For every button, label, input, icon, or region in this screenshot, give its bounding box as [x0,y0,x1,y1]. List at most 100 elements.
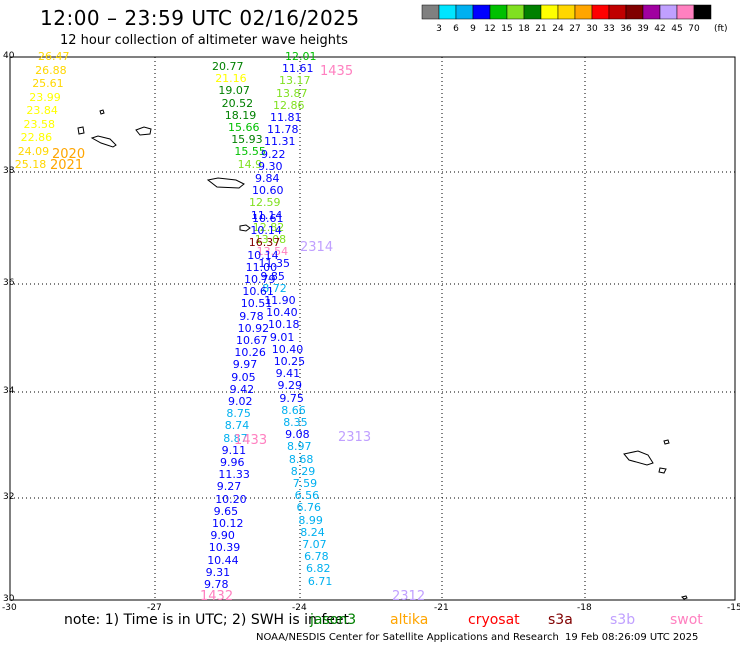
colorbar-tick-label: 15 [501,24,512,34]
wave-height-value: 25.18 [14,158,47,171]
wave-height-value: 8.99 [298,513,323,527]
colorbar-tick-label: 12 [484,24,495,34]
wave-height-value: 13.17 [279,74,311,88]
wave-height-value: 8.75 [226,407,251,421]
colorbar-tick-label: 9 [470,24,476,34]
island-outline [623,450,654,466]
footer-credit: NOAA/NESDIS Center for Satellite Applica… [256,632,559,643]
wave-height-value: 14.9 [237,157,263,171]
wave-height-value: 9.29 [277,379,303,393]
latitude-label: 34 [3,386,15,396]
note-text: note: 1) Time is in UTC; 2) SWH is in fe… [64,612,350,628]
wave-height-value: 10.39 [208,541,241,555]
wave-height-value: 10.40 [271,342,304,356]
wave-height-value: 9.78 [239,309,264,323]
wave-height-value: 9.78 [204,578,229,591]
wave-height-value: 9.75 [279,391,304,405]
colorbar-tick-label: 21 [535,24,546,34]
wave-height-value: 23.84 [26,104,58,117]
wave-height-value: 20.52 [221,96,254,110]
wave-height-value: 10.61 [242,285,274,299]
island-outline [663,439,670,445]
wave-height-value: 8.24 [300,525,325,539]
wave-height-value: 11.14 [250,208,283,222]
wave-height-value: 11.78 [267,123,299,137]
colorbar-tick-label: 36 [620,24,632,34]
island-outline [681,595,688,600]
wave-height-value: 10.25 [273,355,306,368]
satellite-legend-jason3: jason3 [310,612,357,628]
wave-height-value: 25.61 [32,77,64,90]
wave-height-value: 9.02 [228,395,253,408]
wave-height-value: 21.16 [215,72,247,86]
wave-height-value: 11.33 [218,468,250,482]
pass-time-label: 2312 [392,589,426,604]
wave-height-value: 7.07 [302,538,327,551]
wave-height-value: 6.71 [307,574,333,588]
wave-height-value: 6.76 [296,501,322,515]
wave-height-value: 6.56 [294,489,320,503]
satellite-legend-altika: altika [390,612,429,628]
wave-height-value: 11.31 [264,135,296,149]
latitude-label: 36 [3,278,15,288]
wave-height-value: 20.77 [212,60,244,73]
island-outline [239,224,251,232]
pass-time-label: 2021 [50,158,84,173]
wave-height-value: 10.44 [207,553,239,567]
wave-height-value: 9.31 [205,565,231,579]
island-outline [99,109,105,115]
wave-height-value: 9.85 [260,269,285,283]
island-outline [658,467,667,474]
wave-height-value: 6.82 [306,562,331,576]
wave-height-value: 8.35 [283,416,308,429]
wave-height-value: 10.26 [234,346,266,360]
wave-height-value: 9.41 [275,367,301,381]
wave-height-value: 24.09 [17,144,50,158]
wave-height-value: 26.47 [38,50,70,63]
colorbar-tick-label: 24 [552,24,564,34]
wave-height-value: 10.61 [252,212,284,225]
colorbar-tick-label: 18 [518,24,530,34]
longitude-label: -24 [292,603,307,613]
island-outline [206,177,245,189]
wave-height-value: 10.14 [247,248,279,262]
colorbar-tick-label: 42 [654,24,665,34]
colorbar-tick-label: 45 [671,24,682,34]
wave-height-value: 9.65 [213,504,239,518]
wave-height-value: 12.86 [273,98,305,112]
wave-height-value: 9.30 [258,159,283,173]
wave-height-value: 11.61 [282,62,314,76]
wave-height-value: 9.84 [255,172,280,185]
wave-height-value: 11.81 [270,111,302,124]
wave-height-value: 10.14 [250,224,282,238]
wave-height-value: 13.08 [254,233,287,246]
longitude-label: -15 [727,603,740,613]
latitude-label: 38 [3,166,15,176]
colorbar-tick-label: 6 [453,24,459,34]
wave-height-value: 23.99 [29,90,61,104]
colorbar-tick-label: 39 [637,24,649,34]
pass-time-label: 1432 [200,589,234,604]
latitude-label: 32 [3,492,15,502]
satellite-legend-s3b: s3b [610,612,636,628]
wave-height-value: 11.35 [258,257,291,271]
wave-height-value: 10.12 [212,517,244,530]
pass-time-label: 2314 [300,240,334,255]
wave-height-value: 8.87 [223,431,248,445]
wave-height-value: 26.88 [35,63,67,77]
longitude-label: -27 [147,603,162,613]
wave-height-value: 11.90 [264,294,296,307]
wave-height-value: 9.08 [285,428,310,442]
wave-height-value: 23.58 [23,117,56,131]
wave-height-value: 12.59 [249,196,281,210]
wave-height-value: 22.86 [20,131,53,144]
longitude-label: -18 [577,603,592,613]
wave-height-value: 11.00 [245,260,278,274]
wave-height-value: 8.97 [287,440,312,454]
wave-height-value: 15.93 [231,133,263,147]
wave-height-value: 10.40 [266,306,298,320]
colorbar-tick-label: 33 [603,24,614,34]
island-outline [135,126,152,136]
satellite-legend-cryosat: cryosat [468,612,520,628]
